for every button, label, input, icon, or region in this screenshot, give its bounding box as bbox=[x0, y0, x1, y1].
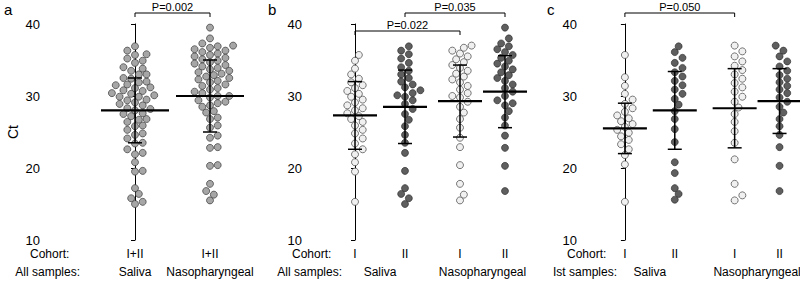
svg-text:P=0.035: P=0.035 bbox=[434, 1, 475, 13]
svg-text:20: 20 bbox=[288, 161, 302, 176]
svg-text:Cohort:: Cohort: bbox=[567, 247, 606, 261]
svg-text:All samples:: All samples: bbox=[277, 265, 342, 279]
svg-text:I: I bbox=[353, 247, 356, 261]
svg-text:II: II bbox=[671, 247, 678, 261]
svg-text:Ct: Ct bbox=[5, 125, 21, 139]
svg-text:10: 10 bbox=[26, 233, 40, 248]
svg-text:I+II: I+II bbox=[201, 247, 218, 261]
svg-text:10: 10 bbox=[288, 233, 302, 248]
svg-text:Nasopharyngeal: Nasopharyngeal bbox=[166, 265, 253, 279]
svg-text:a: a bbox=[4, 1, 13, 18]
svg-text:40: 40 bbox=[26, 17, 40, 32]
svg-text:I+II: I+II bbox=[126, 247, 143, 261]
svg-text:Nasopharyngeal: Nasopharyngeal bbox=[713, 265, 800, 279]
svg-text:30: 30 bbox=[288, 89, 302, 104]
svg-text:II: II bbox=[402, 247, 409, 261]
svg-text:20: 20 bbox=[26, 161, 40, 176]
svg-text:All samples:: All samples: bbox=[15, 265, 80, 279]
svg-text:30: 30 bbox=[26, 89, 40, 104]
svg-text:20: 20 bbox=[563, 161, 577, 176]
svg-text:Ist samples:: Ist samples: bbox=[553, 265, 617, 279]
svg-text:P=0.002: P=0.002 bbox=[152, 1, 193, 13]
svg-text:II: II bbox=[502, 247, 509, 261]
svg-text:b: b bbox=[268, 1, 276, 18]
svg-text:Nasopharyngeal: Nasopharyngeal bbox=[439, 265, 526, 279]
svg-text:Saliva: Saliva bbox=[364, 265, 397, 279]
svg-text:Cohort:: Cohort: bbox=[30, 247, 69, 261]
svg-text:Saliva: Saliva bbox=[119, 265, 152, 279]
svg-text:P=0.050: P=0.050 bbox=[659, 1, 700, 13]
svg-text:II: II bbox=[776, 247, 783, 261]
svg-text:40: 40 bbox=[563, 17, 577, 32]
svg-text:I: I bbox=[733, 247, 736, 261]
svg-text:I: I bbox=[458, 247, 461, 261]
svg-text:40: 40 bbox=[288, 17, 302, 32]
svg-text:I: I bbox=[623, 247, 626, 261]
svg-text:30: 30 bbox=[563, 89, 577, 104]
svg-text:10: 10 bbox=[563, 233, 577, 248]
svg-text:Saliva: Saliva bbox=[634, 265, 667, 279]
svg-text:c: c bbox=[547, 1, 555, 18]
svg-text:P=0.022: P=0.022 bbox=[387, 19, 428, 31]
svg-text:Cohort:: Cohort: bbox=[292, 247, 331, 261]
